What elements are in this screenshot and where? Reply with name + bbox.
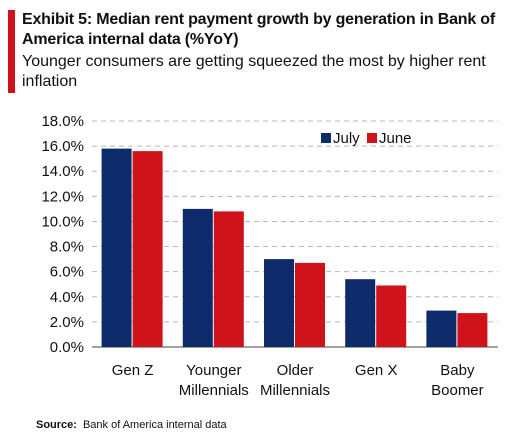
legend-label-june: June <box>379 130 412 147</box>
legend-swatch-june <box>367 133 377 143</box>
x-tick-label: Millennials <box>179 382 249 399</box>
source-label: Source: <box>36 419 77 431</box>
bar-july <box>426 310 457 347</box>
bar-june <box>295 262 325 347</box>
bar-chart: 0.0% 2.0% 4.0% 6.0% 8.0% 10.0% 12.0% 14.0% 16.0%… <box>41 113 498 399</box>
source-text: Bank of America internal data <box>82 419 227 431</box>
x-tick-label: Millennials <box>260 382 330 399</box>
accent-bar <box>8 10 15 93</box>
y-tick-label: 2.0% <box>50 314 84 331</box>
y-tick-label: 6.0% <box>50 264 84 281</box>
x-tick-label: Gen Z <box>112 362 154 379</box>
bar-june <box>376 285 407 347</box>
bar-june <box>213 211 244 347</box>
bar-july <box>264 259 294 347</box>
bar-june <box>132 151 163 347</box>
x-tick-label: Boomer <box>431 382 484 399</box>
legend-label-july: July <box>333 130 360 147</box>
chart-subtitle: Younger consumers are getting squeezed t… <box>22 53 486 90</box>
y-tick-label: 12.0% <box>41 188 84 205</box>
bar-july <box>101 148 132 347</box>
y-tick-label: 4.0% <box>50 289 84 306</box>
y-tick-label: 8.0% <box>50 239 84 256</box>
bar-july <box>345 279 376 347</box>
x-tick-label: Baby <box>440 362 475 379</box>
y-tick-label: 10.0% <box>41 213 84 230</box>
y-tick-label: 0.0% <box>50 339 84 356</box>
y-tick-label: 16.0% <box>41 138 84 155</box>
y-tick-label: 18.0% <box>41 113 84 130</box>
x-tick-label: Gen X <box>355 362 398 379</box>
source-note: Source: Bank of America internal data <box>36 419 227 431</box>
legend-swatch-july <box>321 133 331 143</box>
y-tick-label: 14.0% <box>41 163 84 180</box>
x-tick-label: Older <box>277 362 314 379</box>
bar-june <box>457 313 488 347</box>
chart-title: Exhibit 5: Median rent payment growth by… <box>22 11 495 48</box>
bar-july <box>182 208 213 347</box>
x-tick-label: Younger <box>186 362 241 379</box>
